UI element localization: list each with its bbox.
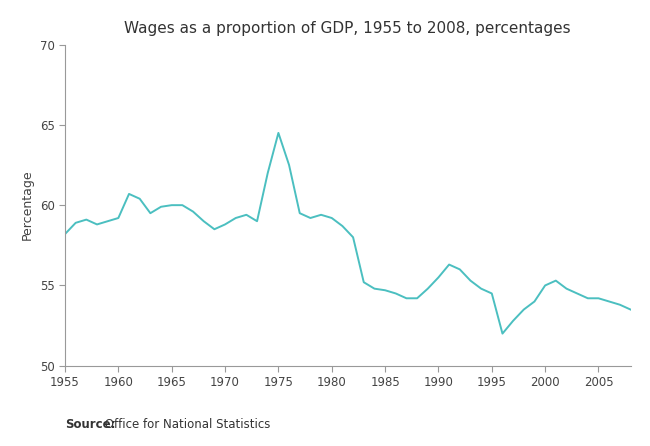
Y-axis label: Percentage: Percentage — [21, 170, 34, 240]
Title: Wages as a proportion of GDP, 1955 to 2008, percentages: Wages as a proportion of GDP, 1955 to 20… — [124, 21, 571, 37]
Text: Source:: Source: — [65, 418, 116, 431]
Text: Office for National Statistics: Office for National Statistics — [101, 418, 270, 431]
